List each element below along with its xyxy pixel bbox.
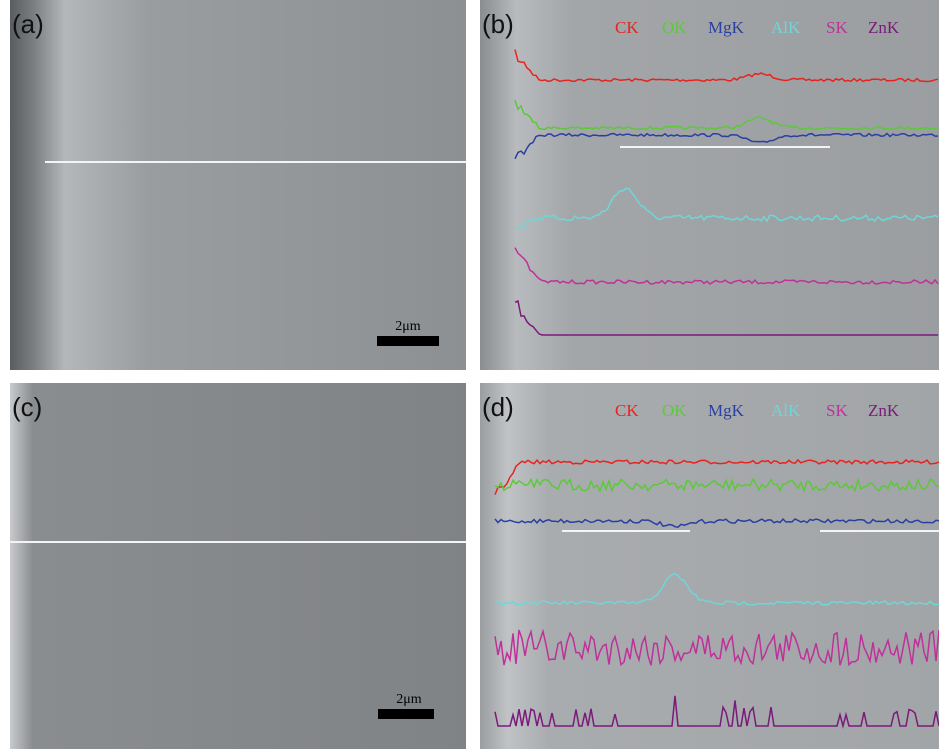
legend-label: MgK (708, 401, 745, 420)
panel-label: (c) (12, 392, 42, 422)
legend-label: ZnK (868, 18, 900, 37)
legend-label: OK (662, 18, 687, 37)
legend-label: ZnK (868, 401, 900, 420)
panel-label: (a) (12, 9, 44, 39)
line-scan-trace (494, 572, 939, 606)
sem-image (10, 383, 466, 749)
line-scan-trace (514, 99, 939, 131)
legend-label: SK (826, 401, 848, 420)
panel-label: (d) (482, 392, 514, 422)
line-scan-trace (494, 518, 939, 529)
scale-bar-label: 2μm (396, 692, 422, 707)
scale-bar-label: 2μm (395, 319, 421, 334)
line-scan-trace (514, 247, 939, 285)
line-scan-trace (494, 477, 939, 494)
legend-label: AlK (771, 401, 801, 420)
legend-label: MgK (708, 18, 745, 37)
line-scan-trace (514, 132, 938, 160)
sem-image (480, 0, 939, 370)
sem-image (10, 0, 466, 370)
scale-bar (377, 336, 439, 346)
line-scan-trace (514, 299, 938, 336)
panel-label: (b) (482, 9, 514, 39)
legend-label: CK (615, 401, 639, 420)
line-scan-trace (494, 458, 939, 495)
line-scan-trace (494, 628, 939, 667)
line-scan-trace (494, 695, 939, 729)
line-scan-trace (514, 187, 939, 230)
sem-image (480, 383, 939, 749)
legend-label: SK (826, 18, 848, 37)
legend-label: OK (662, 401, 687, 420)
legend-label: AlK (771, 18, 801, 37)
scale-bar (378, 709, 434, 719)
legend-label: CK (615, 18, 639, 37)
line-scan-trace (514, 49, 939, 83)
